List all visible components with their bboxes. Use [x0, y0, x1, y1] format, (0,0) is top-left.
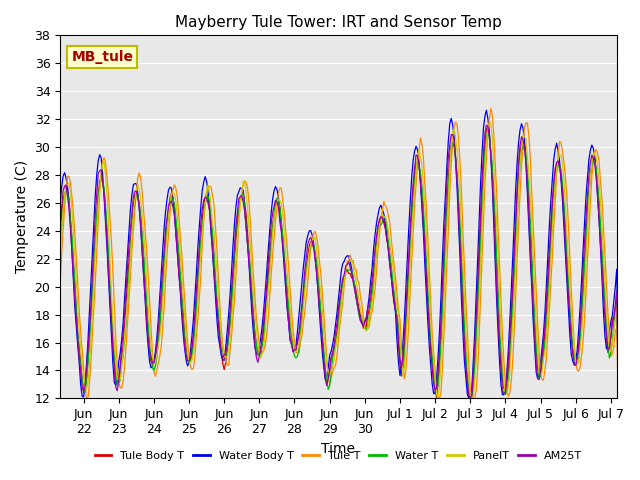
- Water Body T: [486, 128, 493, 134]
- Water Body T: [614, 361, 622, 367]
- PanelT: [515, 187, 522, 193]
- Legend: Tule Body T, Water Body T, Tule T, Water T, PanelT, AM25T: Tule Body T, Water Body T, Tule T, Water…: [90, 446, 587, 466]
- Line: Tule T: Tule T: [49, 108, 618, 398]
- Water T: [515, 185, 522, 191]
- Water T: [484, 130, 492, 135]
- Water Body T: [45, 396, 52, 401]
- PanelT: [614, 384, 622, 390]
- Tule T: [45, 396, 52, 401]
- AM25T: [614, 375, 622, 381]
- Tule T: [484, 130, 492, 135]
- Tule Body T: [486, 131, 493, 137]
- Line: Water T: Water T: [49, 132, 618, 398]
- PanelT: [487, 120, 495, 125]
- AM25T: [45, 396, 52, 401]
- Water Body T: [112, 383, 120, 388]
- AM25T: [449, 132, 456, 138]
- Water T: [614, 376, 622, 382]
- Tule T: [112, 337, 120, 343]
- PanelT: [484, 128, 492, 133]
- Title: Mayberry Tule Tower: IRT and Sensor Temp: Mayberry Tule Tower: IRT and Sensor Temp: [175, 15, 502, 30]
- Line: Tule Body T: Tule Body T: [49, 127, 618, 398]
- Water T: [486, 134, 493, 140]
- Y-axis label: Temperature (C): Temperature (C): [15, 160, 29, 274]
- Water T: [449, 139, 456, 145]
- Water T: [112, 370, 120, 376]
- Line: PanelT: PanelT: [49, 122, 618, 398]
- Tule Body T: [449, 140, 456, 145]
- AM25T: [112, 384, 120, 390]
- Water T: [427, 337, 435, 343]
- Tule T: [471, 396, 479, 401]
- Water Body T: [449, 122, 456, 128]
- Water Body T: [471, 331, 479, 336]
- Tule Body T: [515, 169, 522, 175]
- PanelT: [112, 358, 120, 363]
- Text: MB_tule: MB_tule: [71, 50, 133, 64]
- PanelT: [45, 396, 52, 401]
- Water T: [45, 396, 52, 401]
- Line: Water Body T: Water Body T: [49, 110, 618, 398]
- Water Body T: [515, 139, 522, 145]
- AM25T: [515, 159, 522, 165]
- AM25T: [471, 343, 479, 348]
- Tule Body T: [471, 362, 479, 368]
- PanelT: [471, 379, 479, 384]
- X-axis label: Time: Time: [321, 442, 355, 456]
- Water Body T: [483, 108, 490, 113]
- PanelT: [449, 129, 456, 134]
- Water T: [471, 365, 479, 371]
- Water Body T: [427, 362, 435, 368]
- AM25T: [427, 350, 435, 356]
- Line: AM25T: AM25T: [49, 125, 618, 398]
- Tule Body T: [45, 396, 52, 401]
- Tule T: [427, 301, 435, 307]
- AM25T: [486, 133, 493, 139]
- Tule T: [487, 106, 495, 111]
- PanelT: [427, 318, 435, 324]
- AM25T: [483, 122, 490, 128]
- Tule T: [449, 138, 456, 144]
- Tule T: [515, 222, 522, 228]
- Tule T: [614, 396, 622, 401]
- Tule Body T: [427, 344, 435, 349]
- Tule Body T: [614, 377, 622, 383]
- Tule Body T: [484, 124, 492, 130]
- Tule Body T: [112, 375, 120, 381]
